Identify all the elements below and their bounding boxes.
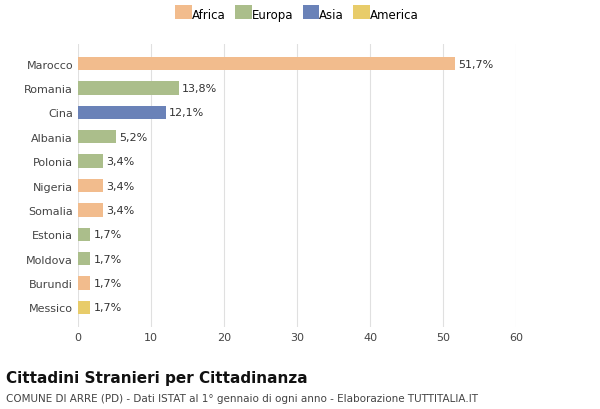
Text: 12,1%: 12,1% — [169, 108, 205, 118]
Bar — [78, 58, 455, 71]
Text: 1,7%: 1,7% — [94, 303, 122, 312]
Bar — [78, 252, 91, 266]
Text: 13,8%: 13,8% — [182, 84, 217, 94]
Text: 51,7%: 51,7% — [458, 60, 494, 70]
Bar — [78, 82, 179, 96]
Text: 1,7%: 1,7% — [94, 230, 122, 240]
Text: 3,4%: 3,4% — [106, 157, 134, 167]
Bar — [78, 106, 166, 120]
Text: 1,7%: 1,7% — [94, 254, 122, 264]
Text: 1,7%: 1,7% — [94, 279, 122, 288]
Text: Cittadini Stranieri per Cittadinanza: Cittadini Stranieri per Cittadinanza — [6, 370, 308, 385]
Bar — [78, 131, 116, 144]
Bar — [78, 155, 103, 169]
Text: 5,2%: 5,2% — [119, 133, 147, 142]
Bar — [78, 204, 103, 217]
Text: 3,4%: 3,4% — [106, 205, 134, 216]
Bar — [78, 228, 91, 241]
Text: COMUNE DI ARRE (PD) - Dati ISTAT al 1° gennaio di ogni anno - Elaborazione TUTTI: COMUNE DI ARRE (PD) - Dati ISTAT al 1° g… — [6, 393, 478, 403]
Text: 3,4%: 3,4% — [106, 181, 134, 191]
Bar — [78, 301, 91, 315]
Bar — [78, 180, 103, 193]
Legend: Africa, Europa, Asia, America: Africa, Europa, Asia, America — [175, 9, 419, 22]
Bar — [78, 276, 91, 290]
